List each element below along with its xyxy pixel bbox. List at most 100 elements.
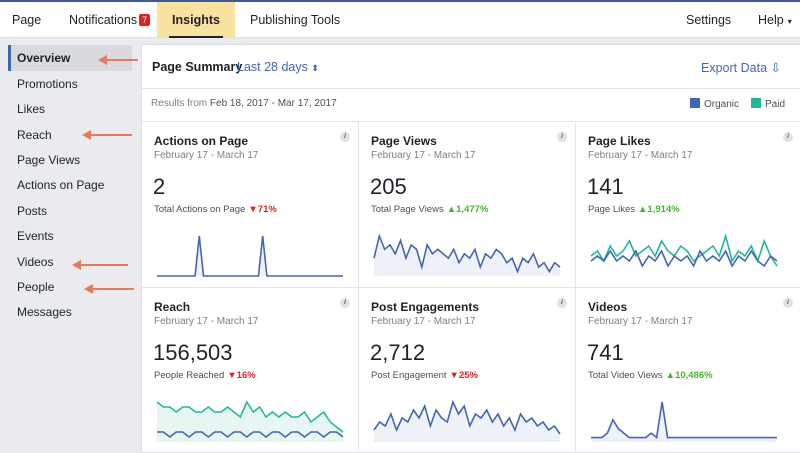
metric-card[interactable]: Reach February 17 - March 17 i 156,503 P… [142, 287, 359, 453]
organic-series-line [373, 399, 561, 435]
date-range-selector[interactable]: Last 28 days ⬍ [237, 60, 319, 74]
metric-card[interactable]: Page Likes February 17 - March 17 i 141 … [576, 121, 800, 287]
legend-organic: Organic [690, 98, 739, 110]
card-label-row: Total Page Views ▲1,477% [371, 204, 488, 215]
change-indicator: ▲1,477% [447, 204, 489, 215]
annotation-arrow-overview [98, 55, 138, 65]
sidebar-item-page-views[interactable]: Page Views [8, 147, 132, 173]
organic-series-line [157, 235, 343, 277]
page-summary-panel: Page Summary Last 28 days ⬍ Export Data … [141, 44, 800, 453]
tab-notifications-label: Notifications [69, 13, 138, 27]
sparkline-chart [591, 401, 777, 442]
sidebar-item-messages[interactable]: Messages [8, 299, 132, 325]
card-label: Total Video Views [588, 370, 663, 381]
card-label-row: Post Engagement ▼25% [371, 370, 478, 381]
sidebar-item-label: Reach [17, 128, 52, 142]
sparkline-chart [373, 233, 561, 276]
trend-down-icon: ▼ [248, 204, 258, 215]
tab-insights[interactable]: Insights [157, 2, 235, 38]
metric-card[interactable]: Actions on Page February 17 - March 17 i… [142, 121, 359, 287]
change-indicator: ▼25% [450, 370, 478, 381]
help-label: Help [758, 13, 784, 27]
sparkline-chart [373, 399, 561, 442]
sidebar-item-posts[interactable]: Posts [8, 198, 132, 224]
sidebar-item-reach[interactable]: Reach [8, 122, 132, 148]
change-indicator: ▼16% [227, 370, 255, 381]
tab-notifications[interactable]: Notifications 7 [69, 2, 151, 38]
sidebar-item-events[interactable]: Events [8, 223, 132, 249]
tab-page[interactable]: Page [12, 2, 41, 38]
top-nav: Page Notifications 7 Insights Publishing … [0, 0, 800, 38]
metric-card[interactable]: Post Engagements February 17 - March 17 … [359, 287, 576, 453]
card-date: February 17 - March 17 [588, 316, 693, 327]
info-icon[interactable]: i [783, 298, 793, 308]
info-icon[interactable]: i [557, 298, 567, 308]
sidebar-item-label: Actions on Page [17, 178, 105, 192]
sidebar-item-videos[interactable]: Videos [8, 249, 132, 275]
card-label: Page Likes [588, 204, 636, 215]
settings-link[interactable]: Settings [686, 2, 731, 38]
sidebar-item-people[interactable]: People [8, 274, 132, 300]
trend-up-icon: ▲ [665, 370, 676, 381]
summary-header: Page Summary Last 28 days ⬍ Export Data … [142, 45, 800, 89]
info-icon[interactable]: i [783, 132, 793, 142]
trend-up-icon: ▲ [446, 204, 457, 215]
info-icon[interactable]: i [557, 132, 567, 142]
sidebar-item-overview[interactable]: Overview [8, 45, 132, 71]
info-icon[interactable]: i [340, 298, 350, 308]
notification-count-badge: 7 [139, 13, 151, 26]
sparkline-chart [590, 233, 778, 268]
sidebar-item-label: Videos [17, 255, 54, 269]
tab-publishing-tools[interactable]: Publishing Tools [250, 2, 340, 38]
trend-down-icon: ▼ [449, 370, 459, 381]
sparkline-chart [157, 235, 343, 277]
card-title: Post Engagements [371, 300, 480, 314]
card-title: Reach [154, 300, 191, 314]
sidebar-item-actions-on-page[interactable]: Actions on Page [8, 172, 132, 198]
annotation-arrow-reach [82, 130, 132, 140]
legend-paid-label: Paid [765, 99, 786, 110]
organic-series-line [591, 401, 777, 440]
insights-sidebar: Overview Promotions Likes Reach Page Vie… [0, 38, 140, 453]
card-date: February 17 - March 17 [588, 150, 693, 161]
organic-series-line [590, 249, 778, 268]
card-label: Total Actions on Page [154, 204, 246, 215]
change-indicator: ▲10,486% [666, 370, 713, 381]
organic-area [157, 236, 343, 276]
card-label-row: Total Actions on Page ▼71% [154, 204, 277, 215]
change-value: 25% [458, 370, 478, 381]
card-value: 141 [587, 174, 624, 199]
page-title: Page Summary [152, 60, 243, 74]
card-label: People Reached [154, 370, 225, 381]
card-title: Actions on Page [154, 134, 249, 148]
organic-area [374, 402, 560, 442]
settings-label: Settings [686, 13, 732, 27]
annotation-arrow-people [84, 284, 134, 294]
help-menu[interactable]: Help ▾ [758, 2, 792, 38]
organic-area [591, 402, 777, 442]
change-value: 71% [257, 204, 277, 215]
paid-series-line [590, 233, 778, 267]
change-value: 16% [236, 370, 256, 381]
organic-swatch [690, 98, 700, 108]
change-indicator: ▼71% [248, 204, 276, 215]
paid-swatch [751, 98, 761, 108]
change-value: 1,477% [456, 204, 489, 215]
sidebar-item-promotions[interactable]: Promotions [8, 71, 132, 97]
annotation-arrow-videos [72, 260, 128, 270]
sidebar-item-label: Posts [17, 204, 48, 218]
tab-page-label: Page [12, 13, 42, 27]
active-tab-underline [169, 36, 223, 38]
export-data-button[interactable]: Export Data ⇩ [701, 60, 781, 75]
paid-series-line [156, 400, 344, 433]
card-value: 205 [370, 174, 407, 199]
metric-card[interactable]: Page Views February 17 - March 17 i 205 … [359, 121, 576, 287]
sidebar-item-likes[interactable]: Likes [8, 96, 132, 122]
metric-card[interactable]: Videos February 17 - March 17 i 741 Tota… [576, 287, 800, 453]
info-icon[interactable]: i [340, 132, 350, 142]
trend-down-icon: ▼ [227, 370, 237, 381]
sparkline-chart [156, 400, 344, 442]
card-label-row: People Reached ▼16% [154, 370, 256, 381]
card-label-row: Total Video Views ▲10,486% [588, 370, 713, 381]
sidebar-item-label: Events [17, 229, 54, 243]
